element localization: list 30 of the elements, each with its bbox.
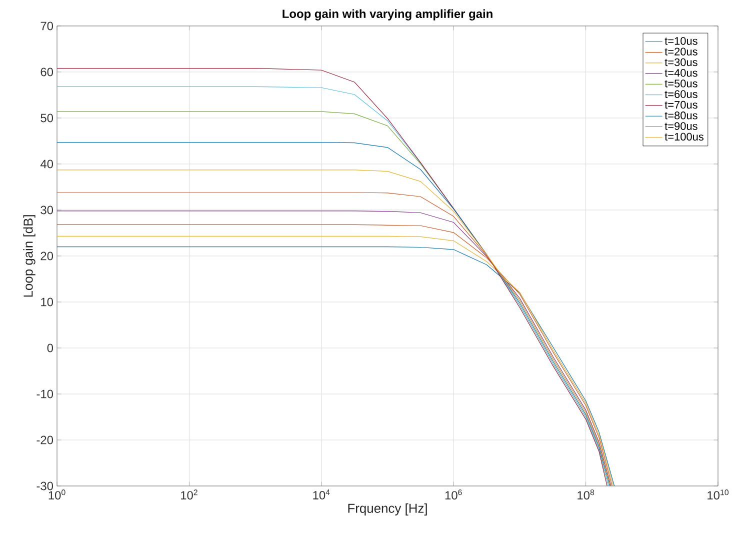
chart-title: Loop gain with varying amplifier gain xyxy=(282,9,492,20)
y-tick-label: 40 xyxy=(40,160,54,168)
y-tick-label: 30 xyxy=(40,206,54,214)
legend-label: t=70us xyxy=(664,100,698,109)
x-tick-label: 10$^{2}$ xyxy=(181,490,198,500)
y-tick-label: 20 xyxy=(40,252,54,260)
legend-label: t=90us xyxy=(664,122,698,130)
x-axis-title: Frquency [Hz] xyxy=(348,503,427,516)
legend-label: t=40us xyxy=(664,68,698,77)
y-tick-label: -10 xyxy=(36,390,54,398)
x-tick-label: 10$^{4}$ xyxy=(313,490,330,500)
y-tick-label: 10 xyxy=(41,298,54,306)
legend-label: t=20us xyxy=(664,48,698,56)
legend-label: t=30us xyxy=(664,58,698,66)
x-tick-label: 10$^{6}$ xyxy=(445,490,462,500)
y-tick-label: -20 xyxy=(36,436,54,444)
legend-label: t=100us xyxy=(664,132,704,141)
legend-label: t=80us xyxy=(664,112,698,120)
x-tick-label: 10$^{0}$ xyxy=(48,490,66,500)
legend-label: t=10us xyxy=(664,37,698,45)
y-tick-label: 0 xyxy=(47,344,54,352)
legend-label: t=50us xyxy=(664,80,698,88)
x-tick-label: 10$^{10}$ xyxy=(708,490,729,500)
y-tick-label: 70 xyxy=(40,22,54,30)
y-axis-title: Loop gain [dB] xyxy=(23,215,36,297)
y-tick-label: 50 xyxy=(40,114,54,122)
y-tick-label: 60 xyxy=(40,68,54,76)
x-tick-label: 10$^{8}$ xyxy=(578,490,594,500)
y-tick-label: -30 xyxy=(36,482,54,490)
legend-label: t=60us xyxy=(664,90,698,98)
